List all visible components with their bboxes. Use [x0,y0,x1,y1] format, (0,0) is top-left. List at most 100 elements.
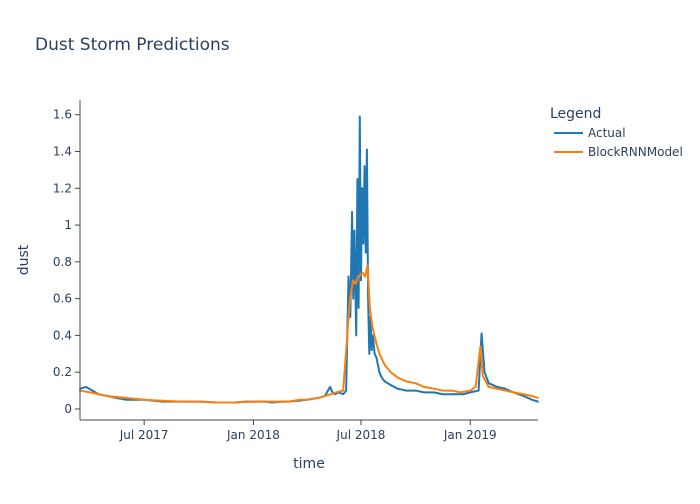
data-point [125,398,128,401]
data-point [469,391,472,394]
data-point [180,400,182,403]
plot-area [79,115,539,404]
data-point [350,288,353,291]
data-point [329,386,331,388]
data-point [216,401,219,404]
data-point [366,264,369,267]
data-point [107,395,109,397]
x-tick-label: Jul 2017 [119,428,169,442]
data-point [298,398,301,401]
data-point [370,349,373,352]
y-tick-label: 1.6 [53,108,72,122]
data-point [537,397,539,399]
data-point [531,395,533,397]
data-point [481,374,484,377]
data-point [487,382,490,385]
data-point [374,338,377,340]
data-point [423,386,425,388]
data-point [469,389,472,392]
data-point [378,352,381,355]
legend-items[interactable]: Actual BlockRNNModel [554,126,683,159]
data-point [441,393,444,396]
data-point [234,401,236,404]
data-point [89,391,91,394]
data-point [483,371,486,374]
data-point [366,148,368,151]
data-point [368,352,371,355]
data-point [353,229,356,232]
data-point [346,334,349,337]
data-point [383,363,386,366]
data-point [354,283,357,285]
data-point [317,397,320,399]
data-point [450,389,453,392]
data-point [423,391,425,394]
data-point [433,387,435,390]
data-point [522,393,525,396]
data-point [197,400,200,403]
y-tick-label: 0.2 [53,365,72,379]
y-tick-label: 0.4 [53,328,72,342]
data-point [287,400,290,403]
data-point [143,398,146,401]
data-point [91,389,94,392]
data-point [360,279,362,282]
data-point [405,380,408,383]
x-tick-label: Jan 2019 [443,428,497,442]
series-1 [79,264,539,404]
data-point [480,332,483,335]
legend-title: Legend [550,106,601,122]
data-point [479,345,482,348]
data-point [323,395,326,397]
data-point [252,400,255,403]
data-point [522,395,525,397]
data-point [462,393,465,396]
data-point [375,356,378,359]
data-point [352,297,355,300]
legend-label: BlockRNNModel [588,145,683,159]
y-tick-label: 0 [64,402,72,416]
data-point [85,386,87,388]
data-point [459,391,462,394]
data-point [355,334,358,337]
data-point [441,389,444,392]
data-point [342,393,345,396]
data-point [349,316,352,318]
data-point [504,387,507,390]
data-point [504,389,507,392]
data-point [414,389,417,392]
data-point [371,325,374,328]
data-point [405,389,408,392]
y-tick-label: 1.4 [53,144,72,158]
data-point [477,389,480,392]
series-0 [79,115,539,404]
data-point [389,384,392,386]
data-point [537,400,539,403]
legend-item-1[interactable]: BlockRNNModel [554,145,683,159]
data-point [433,391,435,394]
chart-title: Dust Storm Predictions [35,35,230,55]
data-point [270,400,273,403]
y-tick-label: 0.8 [53,255,72,269]
x-axis-label: time [293,456,325,472]
data-point [342,389,345,392]
data-point [474,386,477,388]
data-point [161,399,164,402]
x-tick-label: Jan 2018 [226,428,280,442]
data-point [450,393,453,396]
legend-label: Actual [588,126,626,140]
legend[interactable]: Legend Actual BlockRNNModel [550,106,683,159]
data-point [414,382,417,385]
y-tick-label: 1 [64,218,72,232]
y-axis-label: dust [16,244,32,275]
data-point [531,398,533,401]
data-point [357,275,359,278]
x-axis: Jul 2017 Jan 2018 Jul 2018 Jan 2019 [80,419,538,442]
series-line-0 [79,115,539,404]
legend-item-0[interactable]: Actual [554,126,626,140]
data-point [373,352,376,355]
data-point [380,376,383,379]
y-tick-label: 1.2 [53,181,72,195]
data-point [351,211,353,214]
